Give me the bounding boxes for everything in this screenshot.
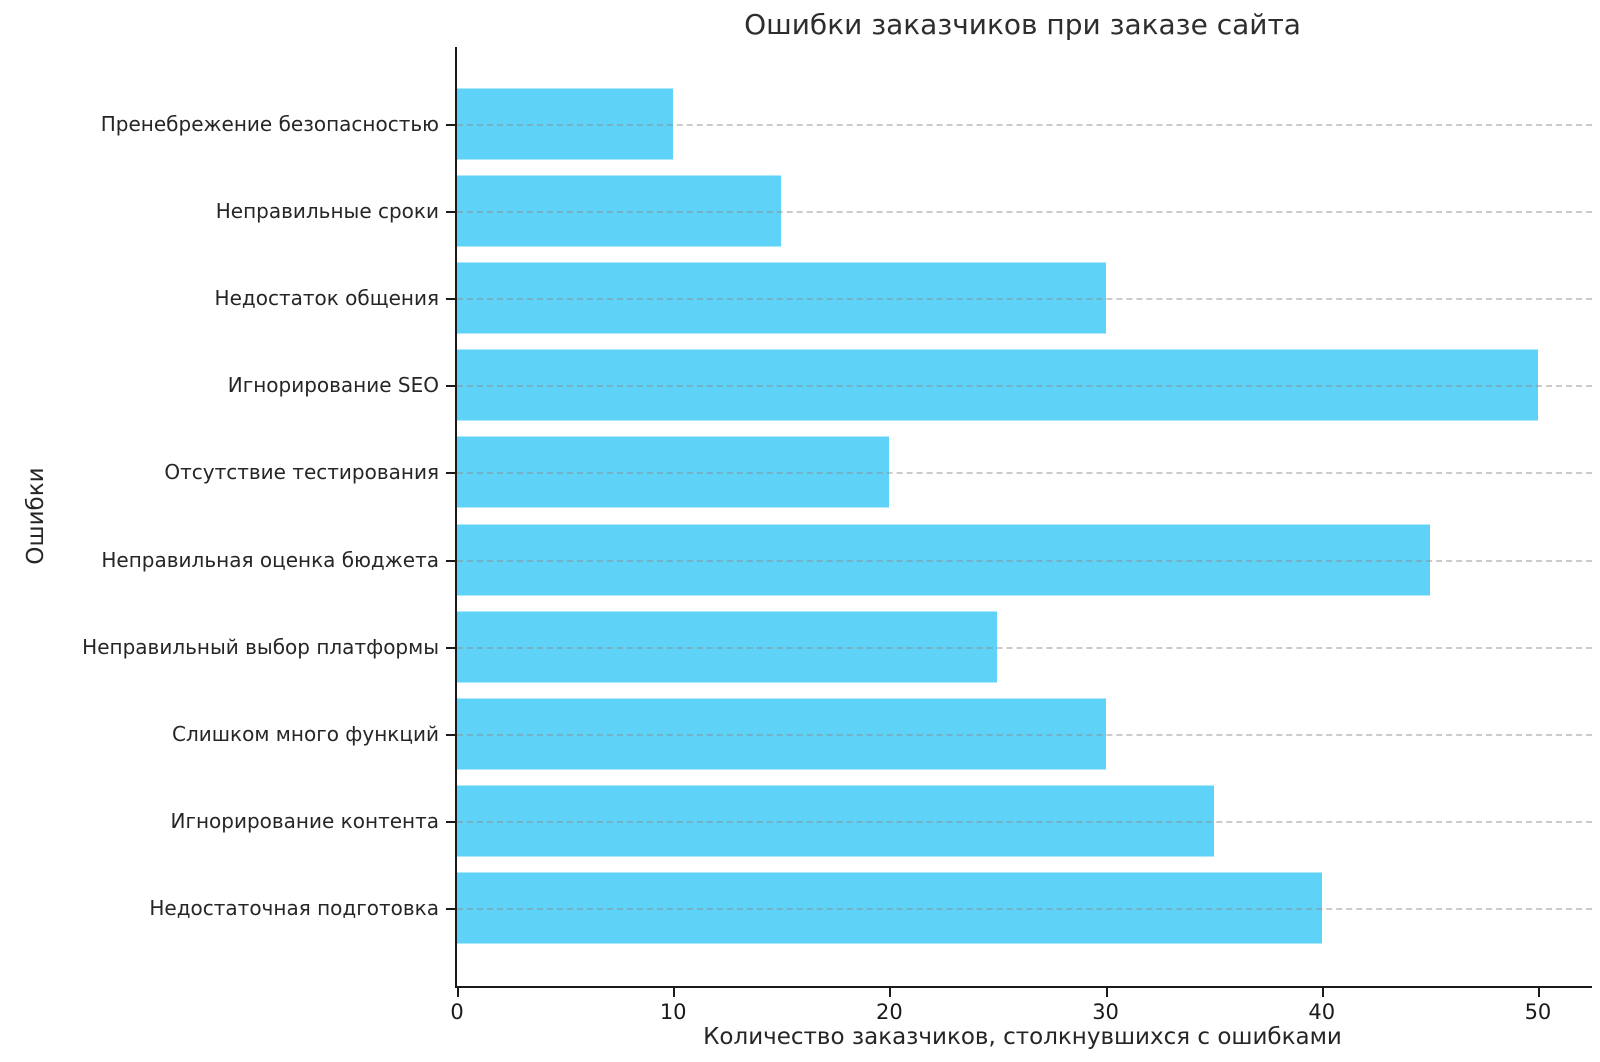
y-tick-mark (446, 472, 455, 475)
gridline (457, 821, 1592, 824)
bar-row: Неправильная оценка бюджета (101, 516, 1592, 603)
y-category-label: Игнорирование контента (170, 809, 439, 834)
bar-row: Слишком много функций (172, 690, 1592, 777)
x-tick-mark (457, 988, 459, 997)
x-tick-mark (673, 988, 676, 997)
y-category-label: Слишком много функций (171, 721, 439, 746)
x-tick-label: 20 (876, 1000, 903, 1024)
x-tick-label: 40 (1308, 1000, 1336, 1024)
bar (457, 524, 1430, 596)
x-tick-mark (1537, 988, 1540, 997)
bar-row: Недостаточная подготовка (149, 865, 1592, 952)
y-category-label: Неправильный выбор платформы (82, 634, 439, 659)
bar (457, 785, 1214, 857)
bar-row: Отсутствие тестирования (164, 429, 1592, 516)
gridline (457, 210, 1592, 213)
plot-area: Пренебрежение безопасностью Неправильные … (82, 47, 1592, 1024)
x-tick-mark (889, 988, 892, 997)
x-tick-label: 10 (659, 1000, 687, 1024)
y-category-label: Неправильные сроки (215, 198, 439, 223)
y-tick-mark (446, 210, 455, 213)
y-tick-mark (446, 733, 455, 736)
bar-row: Игнорирование SEO (228, 342, 1592, 429)
bar-row: Недостаток общения (215, 254, 1592, 341)
x-tick-mark (1321, 988, 1324, 997)
gridline (457, 385, 1592, 388)
y-category-label: Недостаток общения (214, 285, 439, 310)
bar-rows-container: Пренебрежение безопасностью Неправильные … (82, 80, 1592, 952)
y-tick-mark (446, 559, 455, 562)
y-tick-mark (446, 646, 455, 649)
gridline (457, 297, 1592, 300)
gridline (457, 559, 1592, 562)
gridline (457, 646, 1592, 649)
bar (457, 262, 1106, 334)
x-tick-label: 30 (1092, 1000, 1119, 1024)
y-category-label: Отсутствие тестирования (164, 460, 439, 485)
x-tick-label: 0 (450, 1000, 464, 1024)
y-axis-label: Ошибки (23, 467, 49, 565)
gridline (457, 733, 1592, 736)
bar (457, 698, 1106, 770)
x-tick-mark (1105, 988, 1108, 997)
y-tick-mark (446, 908, 455, 911)
bar (457, 872, 1322, 944)
bar (457, 175, 782, 247)
y-tick-mark (446, 385, 455, 388)
y-tick-mark (446, 821, 455, 824)
y-category-label: Игнорирование SEO (227, 373, 439, 398)
y-tick-mark (446, 297, 455, 300)
bar-row: Неправильный выбор платформы (82, 603, 1592, 690)
y-category-label: Недостаточная подготовка (149, 896, 439, 921)
bar-row: Пренебрежение безопасностью (101, 80, 1592, 167)
bar-row: Игнорирование контента (170, 778, 1592, 865)
y-category-label: Пренебрежение безопасностью (100, 111, 439, 136)
gridline (457, 472, 1592, 475)
bar (457, 88, 674, 160)
bar (457, 611, 998, 683)
x-tick-label: 50 (1524, 1000, 1552, 1024)
bar (457, 436, 890, 508)
x-axis-label: Количество заказчиков, столкнувшихся с о… (703, 1024, 1342, 1050)
gridline (457, 908, 1592, 911)
bar (457, 349, 1538, 421)
gridline (457, 123, 1592, 126)
y-tick-mark (446, 123, 455, 126)
bar-row: Неправильные сроки (216, 167, 1592, 254)
y-category-label: Неправильная оценка бюджета (101, 547, 439, 572)
chart-title: Ошибки заказчиков при заказе сайта (744, 8, 1301, 41)
